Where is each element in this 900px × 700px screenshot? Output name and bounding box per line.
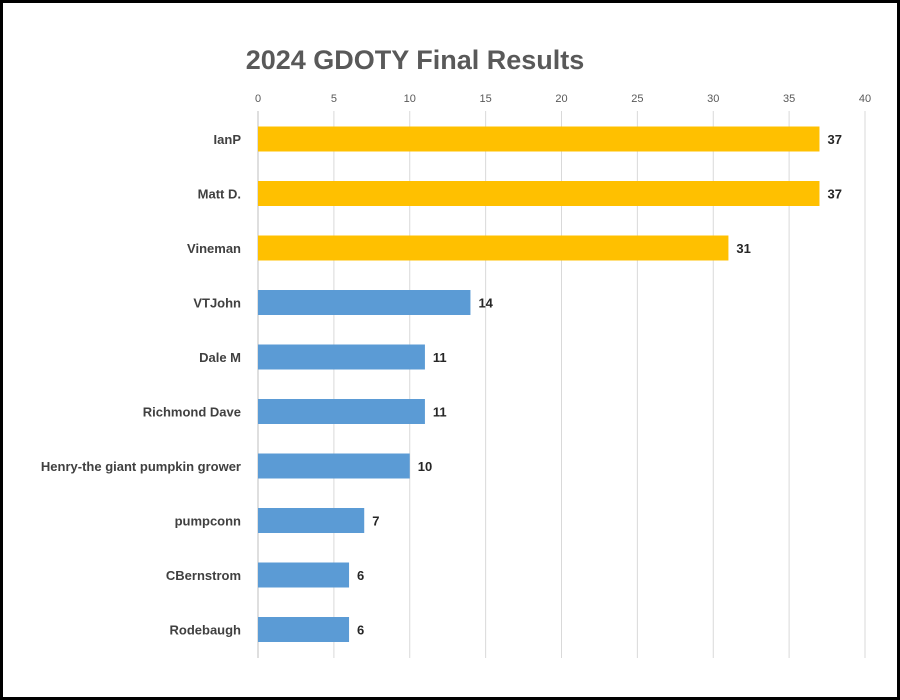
data-label: 7 xyxy=(372,514,379,529)
bar-chart: 0 5 10 15 20 25 30 35 40 IanP Matt D. Vineman VTJoh… xyxy=(41,93,871,658)
bar xyxy=(258,290,471,315)
bar xyxy=(258,453,410,479)
category-label: Vineman xyxy=(187,241,241,256)
data-label: 11 xyxy=(433,350,447,365)
bar xyxy=(258,181,820,206)
category-label: Rodebaugh xyxy=(170,623,242,638)
bar xyxy=(258,508,365,533)
bar xyxy=(258,562,350,588)
data-label: 14 xyxy=(478,296,493,311)
data-label: 37 xyxy=(827,132,841,147)
bar xyxy=(258,617,350,642)
x-tick-label: 15 xyxy=(480,93,492,105)
data-label: 6 xyxy=(357,568,364,583)
category-label: Dale M xyxy=(199,350,241,365)
bar xyxy=(258,126,820,152)
category-label: Matt D. xyxy=(198,187,241,202)
x-tick-label: 10 xyxy=(404,93,416,105)
x-axis-ticks: 0 5 10 15 20 25 30 35 40 xyxy=(255,93,871,105)
category-label: pumpconn xyxy=(175,514,241,529)
category-label: IanP xyxy=(214,132,242,147)
x-tick-label: 5 xyxy=(331,93,337,105)
data-label: 37 xyxy=(827,187,841,202)
x-tick-label: 35 xyxy=(783,93,795,105)
category-label: CBernstrom xyxy=(166,568,241,583)
x-tick-label: 0 xyxy=(255,93,261,105)
data-label: 31 xyxy=(736,241,750,256)
category-labels: IanP Matt D. Vineman VTJohn Dale M Richmond D… xyxy=(41,132,241,638)
bar xyxy=(258,399,425,424)
data-labels: 37 37 31 14 11 11 10 7 6 6 xyxy=(357,132,842,638)
data-label: 11 xyxy=(433,405,447,420)
bar xyxy=(258,235,729,261)
x-tick-label: 25 xyxy=(631,93,643,105)
x-tick-label: 20 xyxy=(555,93,567,105)
x-tick-label: 30 xyxy=(707,93,719,105)
category-label: Henry-the giant pumpkin grower xyxy=(41,459,241,474)
data-label: 10 xyxy=(418,459,432,474)
x-tick-label: 40 xyxy=(859,93,871,105)
chart-title: 2024 GDOTY Final Results xyxy=(245,45,585,75)
category-label: Richmond Dave xyxy=(143,405,241,420)
data-label: 6 xyxy=(357,623,364,638)
bar xyxy=(258,344,425,370)
category-label: VTJohn xyxy=(193,296,241,311)
bars xyxy=(258,126,820,642)
